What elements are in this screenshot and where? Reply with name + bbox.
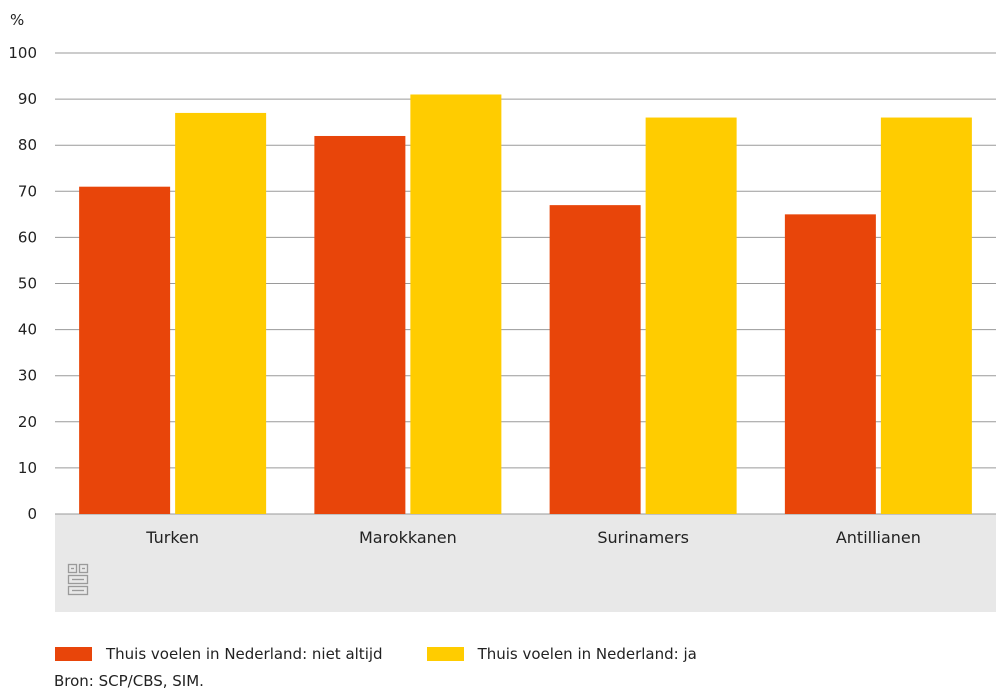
y-tick-label: 10 [18, 459, 37, 477]
y-tick-label: 0 [27, 505, 37, 523]
bar-turken-series-1 [175, 112, 267, 515]
y-tick-label: 70 [18, 182, 37, 200]
y-tick-label: 20 [18, 413, 37, 431]
category-label-surinamers: Surinamers [597, 528, 689, 547]
category-label-turken: Turken [145, 528, 199, 547]
bar-surinamers-series-1 [645, 117, 737, 514]
y-axis-label: % [10, 11, 24, 29]
legend-label-ja: Thuis voelen in Nederland: ja [477, 645, 697, 663]
bar-marokkanen-series-0 [314, 135, 406, 515]
legend-swatch-ja [426, 647, 464, 661]
legend-swatch-niet-altijd [55, 647, 92, 661]
y-tick-label: 30 [18, 367, 37, 385]
y-tick-label: 90 [18, 90, 37, 108]
y-tick-label: 100 [8, 44, 37, 62]
bar-chart: 0 10 20 30 40 50 60 70 80 90 100 % Turken Marokkane… [8, 11, 996, 612]
y-axis-ticks: 0 10 20 30 40 50 60 70 80 90 100 [8, 44, 37, 523]
y-tick-label: 40 [18, 321, 37, 339]
category-labels: Turken Marokkanen Surinamers Antillianen [145, 528, 921, 547]
bar-marokkanen-series-1 [410, 94, 502, 515]
legend: Thuis voelen in Nederland: niet altijd T… [55, 645, 741, 663]
y-tick-label: 60 [18, 228, 37, 246]
bars [79, 94, 972, 515]
bar-surinamers-series-0 [549, 205, 641, 514]
legend-item-niet-altijd: Thuis voelen in Nederland: niet altijd [55, 645, 383, 663]
cbs-logo-icon [67, 563, 89, 596]
legend-label-niet-altijd: Thuis voelen in Nederland: niet altijd [106, 645, 383, 663]
legend-item-ja: Thuis voelen in Nederland: ja [426, 645, 697, 663]
category-band [55, 514, 996, 612]
source-note: Bron: SCP/CBS, SIM. [54, 672, 204, 690]
bar-turken-series-0 [79, 186, 171, 514]
y-tick-label: 80 [18, 136, 37, 154]
bar-antillianen-series-0 [784, 214, 876, 514]
y-tick-label: 50 [18, 275, 37, 293]
category-label-antillianen: Antillianen [836, 528, 921, 547]
bar-antillianen-series-1 [880, 117, 972, 514]
category-label-marokkanen: Marokkanen [359, 528, 457, 547]
